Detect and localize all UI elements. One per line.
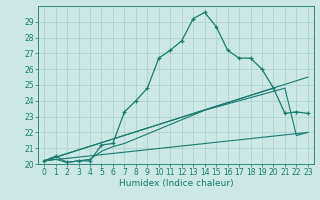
X-axis label: Humidex (Indice chaleur): Humidex (Indice chaleur) xyxy=(119,179,233,188)
